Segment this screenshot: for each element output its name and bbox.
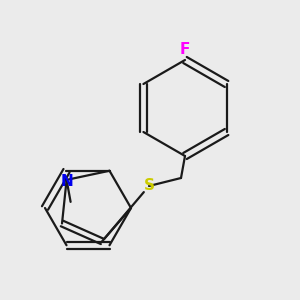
Text: F: F — [180, 43, 190, 58]
Text: N: N — [60, 174, 73, 189]
Text: S: S — [143, 178, 155, 194]
